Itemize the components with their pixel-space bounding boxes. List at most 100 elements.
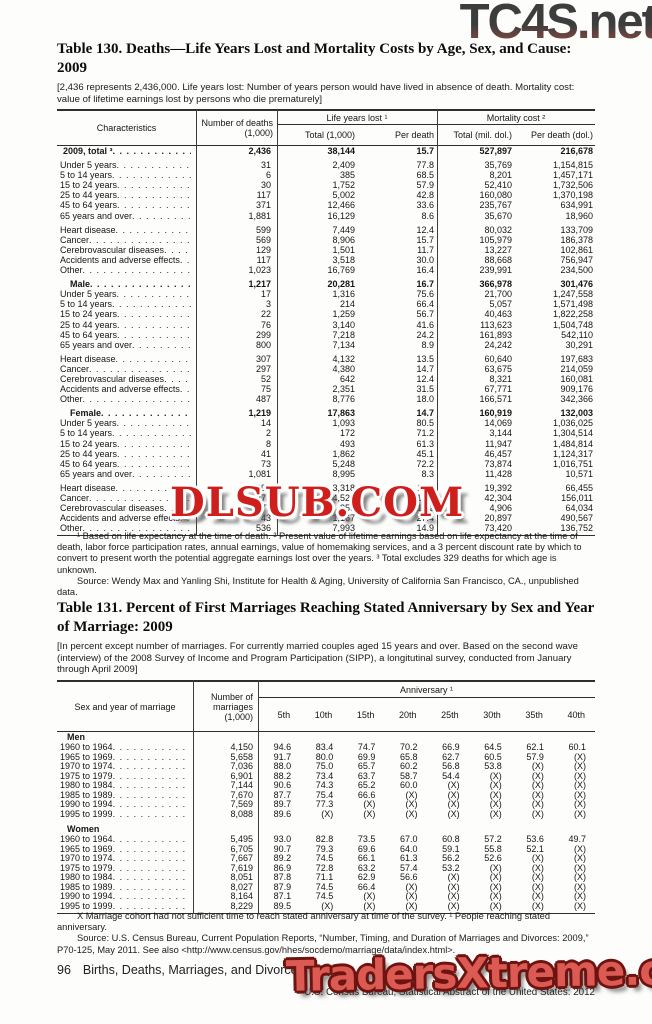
cell-value: 136,752: [560, 523, 593, 534]
row-label: 1965 to 1969: [60, 844, 113, 854]
cell-anniversary: 87.1: [273, 891, 292, 901]
cell-value: 72.2: [416, 458, 434, 469]
col-header-mc-total: Total (mil. dol.): [453, 130, 512, 140]
cell-value: 542,110: [561, 329, 593, 340]
cell-value: 299: [255, 329, 271, 340]
dot-leader: [180, 513, 191, 523]
cell-anniversary: (X): [531, 780, 544, 790]
cell-anniversary: (X): [574, 881, 586, 892]
cell-anniversary: 53.6: [526, 834, 544, 844]
cell-value: 24.2: [416, 329, 434, 340]
cell-value: 42.8: [416, 190, 434, 201]
cell-value: 45.1: [416, 448, 434, 459]
table130-row: 45 to 64 years 299 7,218 24.2 161,893 542,110: [57, 330, 595, 340]
cell-value: 60,640: [484, 353, 512, 364]
row-label: 1970 to 1974: [60, 854, 113, 863]
cell-anniversary: 69.6: [357, 843, 376, 854]
dot-leader: [89, 235, 191, 245]
cell-value: 35,670: [484, 210, 512, 221]
cell-value: 57.9: [416, 180, 434, 191]
cell-value: 1,752: [332, 180, 355, 191]
dot-leader: [116, 225, 191, 235]
cell-anniversary: (X): [489, 789, 502, 800]
cell-anniversary: 74.3: [315, 780, 334, 790]
cell-value: 40,463: [484, 309, 512, 320]
cell-value: 17: [260, 289, 271, 300]
dot-leader: [117, 330, 191, 340]
row-label-cell: Cerebrovascular diseases: [57, 503, 196, 513]
table130-row: 5 to 14 years 6 385 68.5 8,201 1,457,171: [57, 170, 595, 180]
table131-title: Table 131. Percent of First Marriages Re…: [57, 600, 595, 635]
cell-value: 1,016,751: [552, 458, 593, 469]
cell-anniversary: 65.7: [357, 761, 376, 771]
cell-anniversary: 52.1: [526, 843, 544, 854]
table131-row: 1980 to 1984 7,144 90.6 74.3 65.2 60.0 (X) (X) (…: [57, 780, 595, 791]
cell-value: 16.7: [416, 493, 434, 503]
cell-anniversary: (X): [447, 891, 460, 901]
row-label: Under 5 years: [60, 418, 117, 429]
cell-value: 73,420: [484, 523, 512, 534]
cell-value: 1,154,815: [552, 160, 593, 171]
dot-leader: [89, 364, 191, 374]
anniversary-tick: 40th: [567, 709, 585, 720]
row-label: 45 to 64 years: [60, 200, 118, 211]
cell-anniversary: 74.5: [315, 881, 334, 892]
cell-anniversary: 66.1: [357, 853, 376, 863]
cell-anniversary: (X): [531, 799, 544, 809]
cell-marriages: 8,164: [230, 891, 253, 901]
cell-value: 11.7: [417, 244, 434, 255]
cell-anniversary: (X): [363, 891, 376, 901]
dot-leader: [117, 289, 191, 299]
cell-marriages: 4,150: [230, 742, 253, 752]
cell-value: 77.8: [416, 160, 434, 171]
table131-row: 1970 to 1974 7,667 89.2 74.5 66.1 61.3 56.2 52.…: [57, 853, 595, 864]
row-label: 5 to 14 years: [60, 299, 113, 310]
cell-value: 271: [255, 493, 271, 503]
cell-anniversary: (X): [574, 853, 586, 863]
cell-value: 11.2: [417, 503, 434, 514]
cell-value: 1,457,171: [552, 170, 593, 181]
row-label: 15 to 24 years: [60, 438, 118, 449]
cell-value: 129: [255, 244, 271, 255]
row-label-cell: Male: [57, 279, 196, 289]
cell-value: 4,906: [489, 503, 512, 514]
cell-value: 214,059: [560, 363, 593, 374]
row-label-cell: Cancer: [57, 493, 196, 503]
cell-value: 197,683: [560, 353, 593, 364]
cell-anniversary: 74.5: [315, 853, 334, 863]
cell-marriages: 7,036: [230, 761, 253, 771]
col-group-mortality-cost: Mortality cost ² Total (mil. dol.) Per d…: [437, 111, 595, 145]
row-label-cell: 65 years and over: [57, 469, 196, 479]
dot-leader: [113, 883, 188, 893]
dot-leader: [89, 493, 191, 503]
cell-anniversary: 65.2: [357, 780, 376, 790]
table130-row: Accidents and adverse effects 75 2,351 31.5…: [57, 384, 595, 394]
row-label-cell: 1995 to 1999: [57, 810, 193, 820]
row-label: 65 years and over: [60, 468, 133, 479]
dot-leader: [113, 743, 188, 753]
cell-anniversary: 60.2: [399, 761, 418, 771]
cell-value: 113,623: [480, 319, 512, 330]
row-label-cell: Heart disease: [57, 225, 196, 235]
cell-value: 20,281: [327, 279, 355, 290]
cell-value: 1,484,814: [552, 438, 593, 449]
cell-value: 18.0: [416, 394, 434, 405]
cell-anniversary: 64.5: [484, 742, 502, 752]
cell-anniversary: 87.7: [273, 789, 292, 800]
cell-anniversary: (X): [447, 799, 460, 809]
footer-section-title: Births, Deaths, Marriages, and Divorces: [82, 963, 304, 977]
page-footer: 96 Births, Deaths, Marriages, and Divorce…: [57, 963, 595, 977]
cell-anniversary: (X): [321, 808, 334, 819]
col-header-deaths: Number of deaths (1,000): [201, 118, 273, 138]
cell-anniversary: 66.9: [442, 742, 460, 752]
table130-source: Source: Wendy Max and Yanling Shi, Insti…: [57, 575, 579, 598]
cell-anniversary: (X): [405, 808, 418, 819]
cell-anniversary: (X): [574, 799, 586, 809]
cell-anniversary: (X): [574, 751, 586, 762]
dot-leader: [90, 279, 191, 289]
row-label: 65 years and over: [60, 339, 133, 350]
table130-row: Heart disease 307 4,132 13.5 60,640 197,683: [57, 354, 595, 364]
cell-value: 80.5: [416, 418, 434, 429]
cell-value: 385: [339, 170, 355, 181]
cell-value: 64,034: [565, 503, 593, 514]
